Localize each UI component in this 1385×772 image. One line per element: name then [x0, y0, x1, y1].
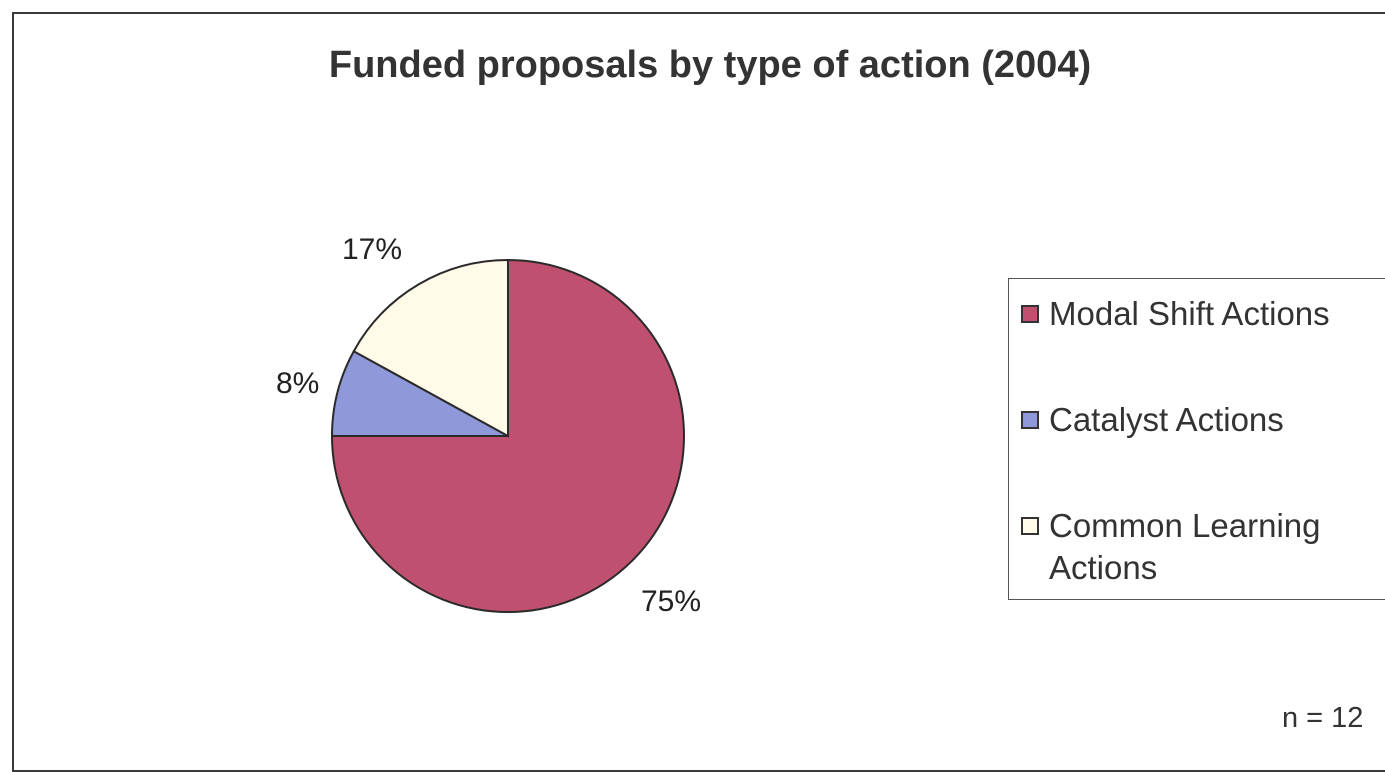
legend-label-common-learning: Common Learning Actions — [1049, 507, 1321, 586]
pie-slice-modal-shift — [330, 258, 685, 613]
legend: Modal Shift Actions Catalyst Actions Com… — [1008, 278, 1385, 600]
legend-label-modal-shift: Modal Shift Actions — [1049, 295, 1330, 332]
slice-label-catalyst: 8% — [276, 367, 319, 400]
pie-chart: 17% 8% 75% — [276, 233, 701, 618]
sample-size-note: n = 12 — [1282, 702, 1364, 734]
legend-item-catalyst: Catalyst Actions — [1021, 399, 1385, 441]
legend-item-common-learning: Common Learning Actions — [1021, 505, 1385, 589]
chart-title: Funded proposals by type of action (2004… — [328, 44, 1092, 86]
legend-swatch-catalyst — [1021, 411, 1039, 429]
legend-item-modal-shift: Modal Shift Actions — [1021, 293, 1385, 335]
legend-swatch-modal-shift — [1021, 305, 1039, 323]
slice-label-modal-shift: 75% — [641, 585, 701, 618]
slice-label-common-learning: 17% — [342, 233, 402, 266]
legend-swatch-common-learning — [1021, 517, 1039, 535]
pie-slice-catalyst — [330, 349, 509, 437]
legend-label-catalyst: Catalyst Actions — [1049, 401, 1284, 438]
pie-slice-common-learning — [352, 258, 509, 438]
